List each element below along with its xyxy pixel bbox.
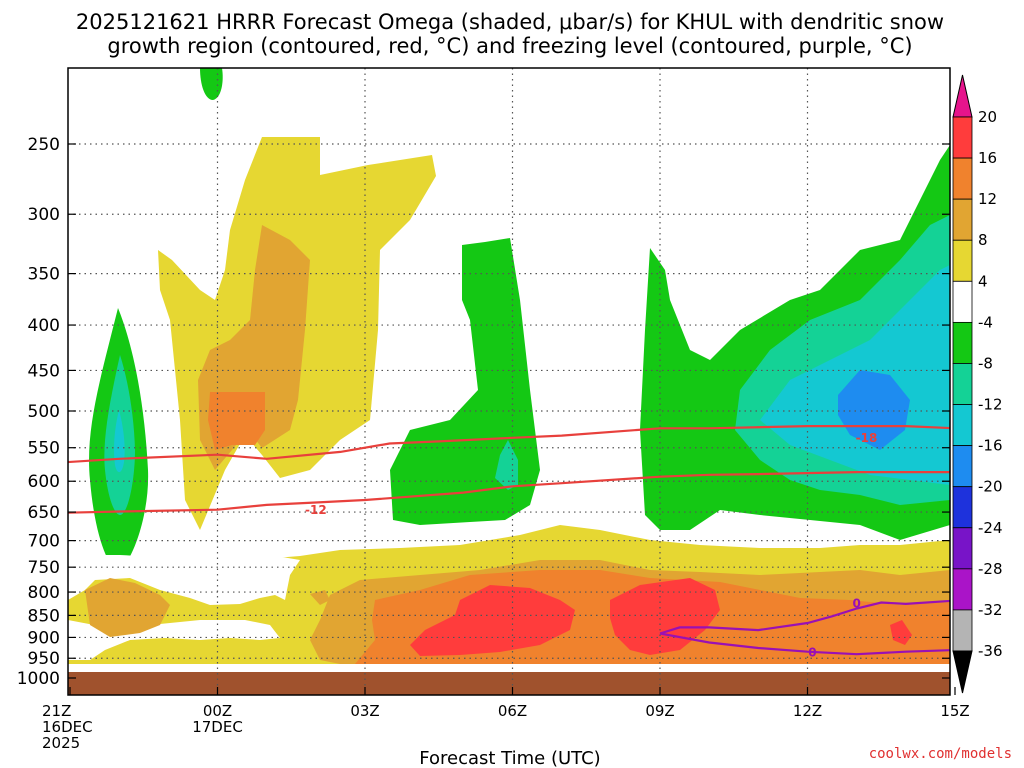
colorbar-tick-label: -4 <box>978 313 993 331</box>
x-axis-label: Forecast Time (UTC) <box>419 748 600 768</box>
colorbar-tick-label: 16 <box>978 149 997 167</box>
colorbar-bin <box>952 116 973 159</box>
y-tick-label: 250 <box>28 135 60 155</box>
omega-region-teal <box>495 440 518 490</box>
y-tick-label: 300 <box>28 205 60 225</box>
y-tick-label: 500 <box>28 402 60 422</box>
colorbar-bin <box>952 527 973 570</box>
y-tick-label: 800 <box>28 583 60 603</box>
omega-region-gold <box>310 590 330 605</box>
colorbar-bin <box>952 609 973 652</box>
colorbar-bin <box>952 404 973 447</box>
red-temperature-contour <box>68 471 950 514</box>
colorbar-tick-label: -16 <box>978 437 1003 455</box>
colorbar-tick-label: -12 <box>978 396 1003 414</box>
x-tick-label: 12Z <box>793 702 822 720</box>
colorbar: 20 16 12 8 4 -4 -8 -12 -16 -20 -24 -28 -32 -36 <box>952 74 1003 694</box>
colorbar-bin <box>952 363 973 405</box>
colorbar-under-triangle <box>952 650 973 694</box>
colorbar-tick-label: -20 <box>978 478 1003 496</box>
y-tick-label: 400 <box>28 316 60 336</box>
colorbar-tick-label: 8 <box>978 231 988 249</box>
x-tick-label: 21Z <box>42 702 71 720</box>
y-tick-label: 600 <box>28 472 60 492</box>
contour-label: 0 <box>808 646 816 660</box>
colorbar-tick-label: -8 <box>978 354 993 372</box>
colorbar-bin <box>952 486 973 529</box>
y-tick-label: 700 <box>28 532 60 552</box>
x-tick-label: 15Z <box>940 702 969 720</box>
x-tick-label: 2025 <box>42 734 80 752</box>
y-axis-pressure: 2503003504004505005506006507007508008509… <box>17 135 950 689</box>
omega-region-cyan <box>114 410 125 473</box>
x-tick-label: 06Z <box>498 702 527 720</box>
y-tick-label: 850 <box>28 606 60 626</box>
colorbar-bin <box>952 157 973 200</box>
y-tick-label: 450 <box>28 361 60 381</box>
colorbar-tick-label: 12 <box>978 190 997 208</box>
colorbar-tick-label: -24 <box>978 519 1003 537</box>
contour-labels: -18 -12 0 0 <box>305 431 878 660</box>
x-tick-label: 03Z <box>350 702 379 720</box>
chart-grid <box>68 68 950 695</box>
omega-region-red <box>890 620 912 645</box>
temperature-contours <box>68 425 950 656</box>
omega-region-white <box>68 540 300 605</box>
contour-label: -18 <box>856 431 878 445</box>
omega-region-blue <box>838 370 910 450</box>
omega-shading <box>68 68 950 695</box>
x-tick-label: 17DEC <box>192 718 243 736</box>
purple-freezing-contour <box>659 599 950 635</box>
red-temperature-contour <box>68 425 950 464</box>
colorbar-tick-label: 20 <box>978 108 997 126</box>
colorbar-bin <box>952 239 973 282</box>
y-tick-label: 750 <box>28 558 60 578</box>
credit-text: coolwx.com/models <box>869 746 1012 762</box>
x-tick-label: 00Z <box>203 702 232 720</box>
colorbar-bin <box>952 568 973 611</box>
plot-frame <box>67 67 951 696</box>
colorbar-tick-label: -28 <box>978 560 1003 578</box>
y-tick-label: 550 <box>28 439 60 459</box>
y-tick-label: 950 <box>28 649 60 669</box>
colorbar-bin <box>952 198 973 241</box>
omega-region-green <box>200 68 223 100</box>
colorbar-bin <box>952 280 973 323</box>
colorbar-bin <box>952 321 973 364</box>
contour-label: -12 <box>305 503 327 517</box>
ground-below-surface <box>68 672 950 695</box>
omega-region-red <box>610 578 720 655</box>
omega-region-orange <box>208 392 265 450</box>
y-tick-label: 1000 <box>17 669 60 689</box>
colorbar-tick-label: 4 <box>978 272 988 290</box>
colorbar-tick-label: -32 <box>978 601 1003 619</box>
colorbar-bin <box>952 445 973 488</box>
x-tick-label: 09Z <box>645 702 674 720</box>
chart-title-line1: 2025121621 HRRR Forecast Omega (shaded, … <box>76 10 944 34</box>
chart-title-line2: growth region (contoured, red, °C) and f… <box>107 34 912 58</box>
y-tick-label: 350 <box>28 265 60 285</box>
contour-label: 0 <box>852 596 860 610</box>
omega-region-gold <box>85 578 170 637</box>
purple-freezing-contour <box>659 632 950 656</box>
colorbar-over-triangle <box>952 74 973 118</box>
y-tick-label: 900 <box>28 628 60 648</box>
omega-region-red <box>410 585 575 656</box>
colorbar-tick-label: -36 <box>978 642 1003 660</box>
y-tick-label: 650 <box>28 503 60 523</box>
x-tick-label: 16DEC <box>42 718 93 736</box>
